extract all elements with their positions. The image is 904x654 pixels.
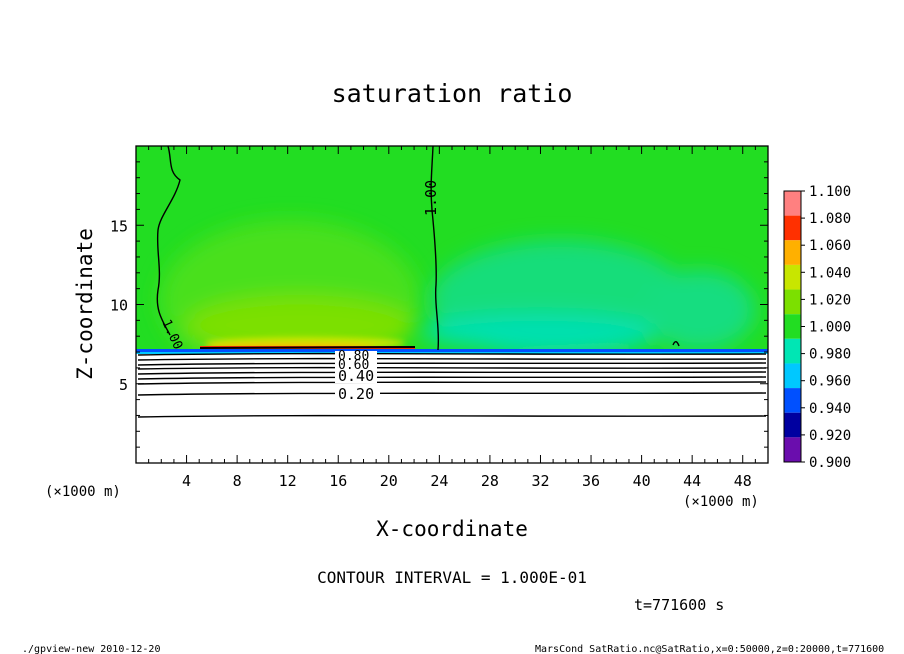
contour-label-0.40: 0.40 [338, 367, 374, 385]
x-axis: 4 8 12 16 20 24 28 32 36 40 44 48 [135, 146, 769, 490]
x-axis-label: X-coordinate [376, 517, 528, 541]
colorbar-label: 1.000 [809, 320, 851, 336]
colorbar-swatch [784, 289, 801, 315]
colorbar-label: 1.060 [809, 238, 851, 254]
colorbar-swatch [784, 363, 801, 389]
colorbar-swatch [784, 314, 801, 339]
x-tick-label: 24 [430, 472, 448, 490]
x-tick-label: 8 [233, 472, 242, 490]
colorbar-label: 0.960 [809, 374, 851, 390]
colorbar-label: 1.040 [809, 265, 851, 281]
x-tick-label: 36 [582, 472, 600, 490]
colorbar-label: 0.940 [809, 401, 851, 417]
colorbar-label: 1.100 [809, 184, 851, 200]
colorbar-swatch [784, 338, 801, 364]
contour-lines [137, 146, 767, 418]
x-tick-label: 40 [633, 472, 651, 490]
colorbar-swatch [784, 388, 801, 413]
colorbar-label: 0.900 [809, 455, 851, 471]
x-unit-label: (×1000 m) [45, 484, 121, 500]
colorbar-label: 1.020 [809, 292, 851, 308]
colorbar-swatch [784, 264, 801, 290]
plot-area [136, 146, 768, 463]
contour-label-1.00-center: 1.00 [422, 180, 440, 216]
contour-label-0.60: 0.60 [338, 358, 369, 373]
colorbar-swatch [784, 412, 801, 438]
y-axis-label: Z-coordinate [73, 228, 97, 380]
x-tick-label: 16 [329, 472, 347, 490]
colorbar-swatch [784, 191, 801, 216]
x-tick-label: 12 [279, 472, 297, 490]
y-axis: 5 10 15 [110, 145, 768, 464]
colorbar-swatch [784, 437, 801, 462]
footer-left: ./gpview-new 2010-12-20 [22, 644, 160, 654]
x-tick-label: 48 [734, 472, 752, 490]
y-tick-label: 15 [110, 217, 128, 235]
x-tick-label: 4 [182, 472, 191, 490]
x-tick-label: 32 [531, 472, 549, 490]
y-tick-label: 10 [110, 297, 128, 315]
contour-label-0.20: 0.20 [338, 385, 374, 403]
x-tick-label: 44 [683, 472, 701, 490]
time-text: t=771600 s [634, 596, 724, 614]
x-tick-label: 28 [481, 472, 499, 490]
y-unit-label: (×1000 m) [683, 494, 759, 510]
contour-interval-text: CONTOUR INTERVAL = 1.000E-01 [317, 568, 587, 587]
y-tick-label: 5 [119, 376, 128, 394]
saturation-boundary [136, 349, 768, 352]
colorbar-swatch [784, 240, 801, 265]
colorbar-label: 1.080 [809, 211, 851, 227]
colorbar-label: 0.980 [809, 347, 851, 363]
colorbar-swatch [784, 215, 801, 241]
x-tick-label: 20 [380, 472, 398, 490]
colorbar: 0.900 0.920 0.940 0.960 0.980 1.000 1.020 1.040… [783, 184, 851, 471]
subsaturated-region [420, 240, 755, 360]
colorbar-label: 0.920 [809, 428, 851, 444]
chart-title: saturation ratio [332, 79, 573, 108]
footer-right: MarsCond_SatRatio.nc@SatRatio,x=0:50000,… [535, 644, 884, 654]
contour-label-0.80: 0.80 [338, 349, 369, 364]
